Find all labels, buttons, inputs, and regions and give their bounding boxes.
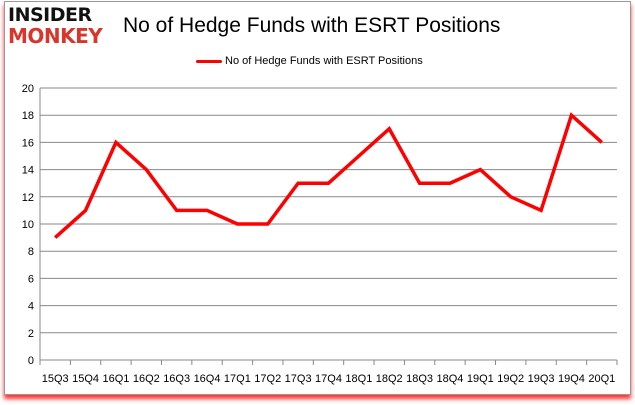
x-tick-label: 19Q1 [467, 373, 494, 385]
insider-monkey-logo: INSIDER MONKEY [8, 4, 103, 48]
x-tick-label: 18Q4 [437, 373, 464, 385]
x-tick-label: 17Q4 [315, 373, 342, 385]
y-tick-label: 12 [22, 192, 34, 204]
y-tick-label: 2 [28, 328, 34, 340]
chart-title: No of Hedge Funds with ESRT Positions [123, 14, 501, 37]
x-tick-label: 18Q2 [376, 373, 403, 385]
y-tick-label: 6 [28, 273, 34, 285]
y-tick-label: 4 [28, 301, 34, 313]
x-tick-label: 16Q1 [102, 373, 129, 385]
x-tick-label: 15Q3 [42, 373, 69, 385]
logo-line2: MONKEY [8, 24, 103, 48]
x-tick-label: 16Q3 [163, 373, 190, 385]
y-tick-label: 8 [28, 246, 34, 258]
x-tick-label: 16Q2 [133, 373, 160, 385]
x-tick-label: 17Q2 [254, 373, 281, 385]
y-tick-label: 16 [22, 137, 34, 149]
logo-line1: INSIDER [8, 4, 92, 26]
y-tick-label: 18 [22, 110, 34, 122]
x-tick-label: 16Q4 [194, 373, 221, 385]
legend: No of Hedge Funds with ESRT Positions [196, 55, 423, 67]
y-tick-label: 14 [22, 165, 34, 177]
y-tick-label: 20 [22, 83, 34, 95]
x-tick-label: 18Q3 [406, 373, 433, 385]
x-tick-label: 18Q1 [345, 373, 372, 385]
x-tick-label: 19Q4 [558, 373, 585, 385]
legend-label: No of Hedge Funds with ESRT Positions [225, 55, 423, 67]
series-line [54, 112, 603, 239]
x-tick-label: 19Q3 [528, 373, 555, 385]
x-tick-label: 17Q1 [224, 373, 251, 385]
legend-swatch [196, 59, 222, 63]
chart-frame [4, 1, 631, 395]
x-tick-label: 17Q3 [285, 373, 312, 385]
x-tick-label: 20Q1 [588, 373, 615, 385]
y-tick-label: 10 [22, 219, 34, 231]
y-tick-label: 0 [28, 355, 34, 367]
x-tick-label: 15Q4 [72, 373, 99, 385]
x-tick-label: 19Q2 [497, 373, 524, 385]
